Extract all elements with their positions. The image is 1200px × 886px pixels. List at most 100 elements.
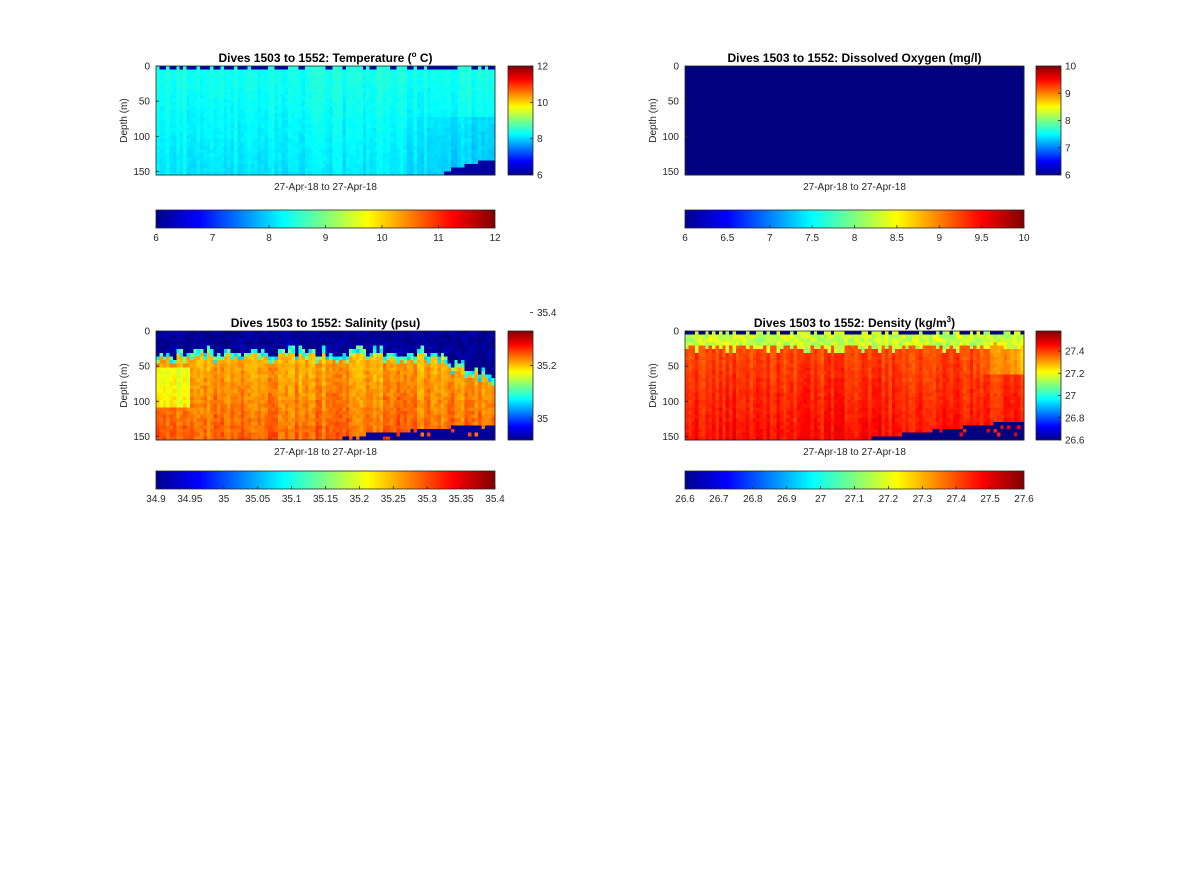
heatmap-cell (695, 153, 699, 158)
heatmap-cell (396, 66, 401, 71)
heatmap-cell (247, 73, 252, 78)
heatmap-cell (156, 91, 160, 96)
heatmap-cell (335, 73, 340, 78)
heatmap-cell (261, 80, 265, 85)
heatmap-cell (864, 116, 869, 121)
heatmap-cell (898, 145, 903, 150)
heatmap-cell (301, 156, 306, 161)
heatmap-cell (712, 164, 716, 169)
heatmap-cell (386, 87, 391, 92)
heatmap-cell (223, 84, 228, 89)
heatmap-cell (250, 87, 255, 92)
heatmap-cell (878, 91, 883, 96)
heatmap-cell (691, 102, 696, 107)
heatmap-cell (274, 66, 279, 71)
heatmap-cell (244, 113, 248, 118)
heatmap-cell (305, 124, 309, 129)
heatmap-cell (691, 120, 696, 125)
heatmap-cell (278, 113, 282, 118)
heatmap-cell (827, 120, 832, 125)
heatmap-cell (420, 84, 425, 89)
heatmap-cell (230, 171, 235, 176)
heatmap-cell (830, 105, 835, 110)
heatmap-cell (352, 91, 357, 96)
heatmap-cell (810, 87, 815, 92)
heatmap-cell (888, 135, 893, 140)
heatmap-cell (725, 160, 730, 165)
heatmap-cell (803, 131, 808, 136)
heatmap-cell (213, 124, 218, 129)
heatmap-cell (433, 156, 438, 161)
heatmap-cell (159, 87, 164, 92)
heatmap-cell (450, 66, 455, 71)
heatmap-cell (386, 160, 391, 165)
heatmap-cell (349, 145, 354, 150)
heatmap-cell (742, 102, 747, 107)
heatmap-cell (874, 124, 879, 129)
heatmap-cell (901, 98, 906, 103)
heatmap-cell (200, 95, 204, 100)
heatmap-cell (325, 171, 330, 176)
heatmap-cell (895, 124, 899, 129)
heatmap-cell (359, 98, 364, 103)
heatmap-cell (830, 167, 835, 172)
heatmap-cell (729, 69, 733, 74)
heatmap-cell (369, 164, 374, 169)
heatmap-cell (444, 164, 448, 169)
heatmap-cell (488, 91, 493, 96)
heatmap-cell (454, 109, 459, 114)
heatmap-cell (200, 98, 204, 103)
heatmap-cell (474, 131, 479, 136)
heatmap-cell (311, 149, 316, 154)
heatmap-cell (183, 69, 187, 74)
heatmap-cell (491, 164, 496, 169)
heatmap-cell (318, 160, 323, 165)
heatmap-cell (739, 69, 744, 74)
heatmap-cell (342, 109, 347, 114)
heatmap-cell (339, 149, 343, 154)
heatmap-cell (725, 124, 730, 129)
heatmap-cell (752, 116, 757, 121)
heatmap-cell (817, 171, 821, 176)
heatmap-cell (339, 113, 343, 118)
heatmap-cell (203, 156, 208, 161)
heatmap-cell (840, 95, 845, 100)
heatmap-cell (732, 69, 737, 74)
heatmap-cell (342, 73, 347, 78)
heatmap-cell (722, 102, 727, 107)
heatmap-cell (813, 153, 818, 158)
heatmap-cell (308, 73, 313, 78)
heatmap-cell (318, 124, 323, 129)
heatmap-cell (773, 76, 777, 81)
heatmap-cell (311, 87, 316, 92)
heatmap-cell (823, 102, 828, 107)
heatmap-cell (372, 142, 377, 147)
heatmap-cell (467, 76, 472, 81)
heatmap-cell (186, 149, 191, 154)
heatmap-cell (718, 102, 723, 107)
heatmap-cell (423, 156, 428, 161)
heatmap-cell (817, 76, 821, 81)
heatmap-cell (698, 138, 703, 143)
heatmap-cell (752, 124, 757, 129)
heatmap-cell (356, 98, 360, 103)
heatmap-cell (898, 66, 903, 71)
heatmap-cell (823, 66, 828, 71)
heatmap-cell (403, 145, 408, 150)
heatmap-cell (484, 171, 489, 176)
heatmap-cell (691, 76, 696, 81)
heatmap-cell (271, 160, 276, 165)
heatmap-cell (284, 156, 289, 161)
heatmap-cell (417, 69, 421, 74)
heatmap-cell (749, 156, 754, 161)
heatmap-cell (898, 153, 903, 158)
heatmap-cell (162, 98, 167, 103)
heatmap-cell (217, 91, 221, 96)
heatmap-cell (834, 149, 838, 154)
heatmap-cell (244, 73, 248, 78)
heatmap-cell (274, 138, 279, 143)
heatmap-cell (783, 124, 788, 129)
heatmap-cell (491, 80, 496, 85)
heatmap-cell (217, 102, 221, 107)
heatmap-cell (220, 69, 225, 74)
